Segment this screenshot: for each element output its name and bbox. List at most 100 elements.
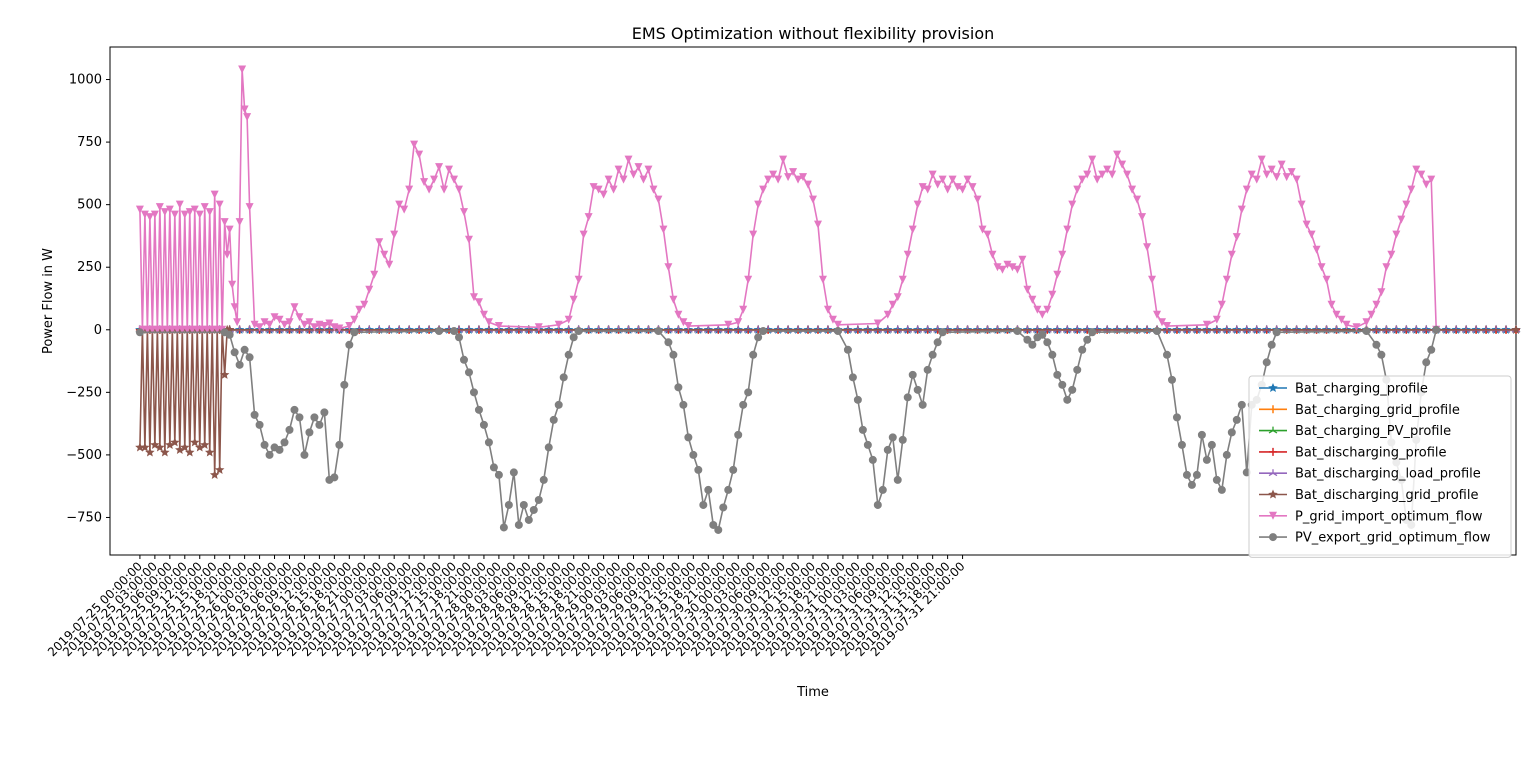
data-point <box>1322 275 1331 284</box>
data-point <box>799 173 808 182</box>
data-point <box>310 323 319 332</box>
data-point <box>1337 315 1346 324</box>
data-point <box>973 195 982 204</box>
data-point <box>305 428 314 437</box>
data-point <box>1018 255 1027 264</box>
data-point <box>1008 263 1017 272</box>
data-point <box>564 350 573 359</box>
data-point <box>883 310 892 319</box>
data-point <box>554 400 563 409</box>
data-point <box>180 442 190 452</box>
data-point <box>509 468 518 477</box>
data-point <box>1422 358 1431 367</box>
data-point <box>599 190 608 199</box>
data-point <box>219 369 230 379</box>
data-point <box>370 270 379 279</box>
data-point <box>1267 165 1276 174</box>
data-point <box>1033 305 1042 314</box>
data-point <box>1262 358 1271 367</box>
data-point <box>1367 310 1376 319</box>
data-point <box>928 170 937 179</box>
data-point <box>223 250 232 259</box>
data-point <box>1078 345 1087 354</box>
data-point <box>1372 300 1381 309</box>
data-point <box>1207 440 1216 449</box>
legend-entry: Bat_charging_PV_profile <box>1259 424 1451 439</box>
legend-entry: Bat_discharging_load_profile <box>1259 467 1481 482</box>
data-point <box>569 295 578 304</box>
data-point <box>749 350 758 359</box>
y-tick-label: −250 <box>66 385 102 400</box>
data-point <box>724 485 733 494</box>
data-point <box>1237 205 1246 214</box>
series-P_grid_import_optimum_flow <box>135 65 1441 334</box>
data-point <box>1078 175 1087 184</box>
data-point <box>923 185 932 194</box>
data-point <box>1088 155 1097 164</box>
data-point <box>759 185 768 194</box>
data-point <box>335 440 344 449</box>
data-point <box>779 155 788 164</box>
data-point <box>684 322 693 331</box>
legend-label: Bat_charging_grid_profile <box>1295 403 1460 418</box>
data-point <box>190 437 200 447</box>
legend-marker <box>1269 405 1277 414</box>
data-point <box>933 338 942 347</box>
data-point <box>848 373 857 382</box>
data-point <box>479 310 488 319</box>
data-point <box>833 320 842 329</box>
data-point <box>1262 170 1271 179</box>
data-point <box>260 318 269 327</box>
data-point <box>325 319 334 328</box>
legend-marker <box>1268 426 1278 434</box>
series-line <box>139 69 1438 330</box>
data-point <box>194 442 205 452</box>
data-point <box>833 327 842 336</box>
data-point <box>1247 170 1256 179</box>
data-point <box>923 365 932 374</box>
data-point <box>320 408 329 417</box>
data-point <box>1277 160 1286 169</box>
data-point <box>669 295 678 304</box>
data-point <box>988 250 997 259</box>
legend-entry: Bat_discharging_grid_profile <box>1259 488 1478 503</box>
data-point <box>350 328 359 337</box>
data-point <box>1048 350 1057 359</box>
data-point <box>255 420 264 429</box>
data-point <box>1048 290 1057 299</box>
data-point <box>669 350 678 359</box>
data-point <box>230 348 239 357</box>
data-point <box>1302 220 1311 229</box>
data-point <box>674 310 683 319</box>
data-point <box>958 185 967 194</box>
data-point <box>165 439 175 449</box>
data-point <box>1058 250 1067 259</box>
data-point <box>1227 428 1236 437</box>
data-point <box>199 439 210 449</box>
data-point <box>320 322 329 331</box>
data-point <box>280 438 289 447</box>
data-point <box>1068 385 1077 394</box>
data-point <box>898 435 907 444</box>
data-point <box>843 345 852 354</box>
data-point <box>1108 170 1117 179</box>
data-point <box>285 425 294 434</box>
legend-marker <box>1268 489 1278 499</box>
data-point <box>719 503 728 512</box>
data-point <box>260 440 269 449</box>
legend-entry: PV_export_grid_optimum_flow <box>1259 531 1491 546</box>
data-point <box>1217 300 1226 309</box>
data-point <box>654 195 663 204</box>
data-point <box>694 465 703 474</box>
data-point <box>1212 475 1221 484</box>
data-point <box>888 433 897 442</box>
legend-entry: Bat_charging_grid_profile <box>1259 403 1460 418</box>
data-point <box>280 320 289 329</box>
data-point <box>519 500 528 509</box>
data-point <box>1128 185 1137 194</box>
data-point <box>828 315 837 324</box>
data-point <box>913 385 922 394</box>
data-point <box>385 260 394 269</box>
data-point <box>235 360 244 369</box>
